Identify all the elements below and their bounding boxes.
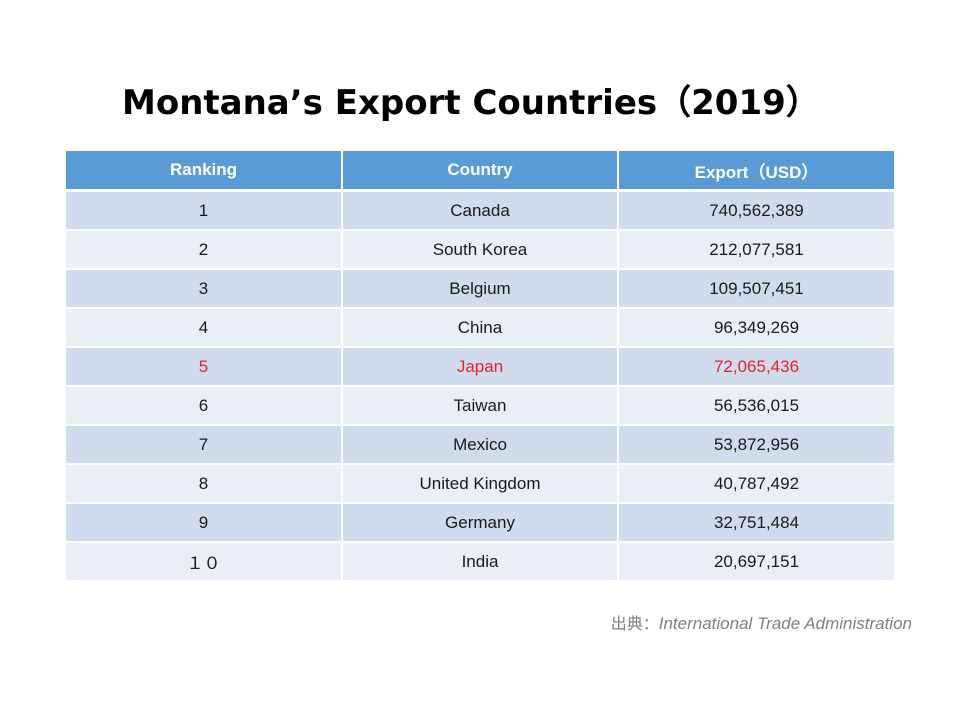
cell-country: China (342, 308, 619, 348)
table-row-highlighted: 5 Japan 72,065,436 (66, 347, 894, 387)
source-citation: 出典：International Trade Administration (611, 610, 912, 634)
cell-rank: １０ (66, 542, 343, 582)
cell-export: 72,065,436 (618, 347, 894, 387)
cell-country: Japan (342, 347, 619, 387)
table-row: 2 South Korea 212,077,581 (66, 230, 894, 270)
cell-rank: 5 (66, 347, 343, 387)
cell-export: 109,507,451 (618, 269, 894, 309)
source-name: International Trade Administration (658, 614, 912, 633)
cell-country: Mexico (342, 425, 619, 465)
cell-rank: 6 (66, 386, 343, 426)
source-label: 出典： (610, 614, 659, 633)
table-header-row: Ranking Country Export（USD） (66, 151, 894, 192)
cell-rank: 7 (66, 425, 343, 465)
cell-country: Germany (342, 503, 619, 543)
cell-export: 96,349,269 (618, 308, 894, 348)
header-country: Country (342, 151, 619, 192)
cell-rank: 8 (66, 464, 343, 504)
table-row: 7 Mexico 53,872,956 (66, 425, 894, 465)
table-row: １０ India 20,697,151 (66, 542, 894, 582)
cell-country: Taiwan (342, 386, 619, 426)
cell-rank: 4 (66, 308, 343, 348)
header-ranking: Ranking (66, 151, 343, 192)
cell-rank: 2 (66, 230, 343, 270)
cell-export: 740,562,389 (618, 190, 894, 231)
cell-country: Canada (342, 190, 619, 231)
table-row: 3 Belgium 109,507,451 (66, 269, 894, 309)
cell-country: South Korea (342, 230, 619, 270)
header-export: Export（USD） (618, 151, 894, 192)
cell-export: 40,787,492 (618, 464, 894, 504)
table-row: 1 Canada 740,562,389 (66, 190, 894, 231)
table-row: 8 United Kingdom 40,787,492 (66, 464, 894, 504)
cell-rank: 3 (66, 269, 343, 309)
export-countries-table: Ranking Country Export（USD） 1 Canada 740… (66, 151, 894, 582)
cell-country: Belgium (342, 269, 619, 309)
cell-export: 212,077,581 (618, 230, 894, 270)
cell-country: India (342, 542, 619, 582)
cell-export: 56,536,015 (618, 386, 894, 426)
table-row: 6 Taiwan 56,536,015 (66, 386, 894, 426)
cell-rank: 1 (66, 190, 343, 231)
cell-country: United Kingdom (342, 464, 619, 504)
cell-export: 53,872,956 (618, 425, 894, 465)
table-row: 9 Germany 32,751,484 (66, 503, 894, 543)
cell-export: 32,751,484 (618, 503, 894, 543)
table-body: 1 Canada 740,562,389 2 South Korea 212,0… (66, 190, 894, 582)
table-row: 4 China 96,349,269 (66, 308, 894, 348)
cell-export: 20,697,151 (618, 542, 894, 582)
slide-title: Montana’s Export Countries（2019） (122, 83, 820, 123)
cell-rank: 9 (66, 503, 343, 543)
